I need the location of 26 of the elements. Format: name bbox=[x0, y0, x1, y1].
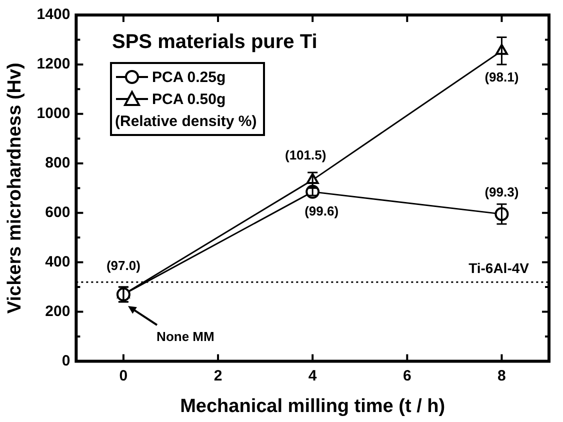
legend-label: PCA 0.25g bbox=[152, 68, 226, 86]
x-tick-label: 0 bbox=[119, 367, 128, 384]
legend-label: PCA 0.50g bbox=[152, 90, 226, 108]
annotation: (99.3) bbox=[484, 184, 519, 200]
x-tick-label: 8 bbox=[498, 367, 506, 384]
annotation: (97.0) bbox=[106, 258, 140, 274]
ref-line-label: Ti-6Al-4V bbox=[468, 260, 530, 276]
y-axis-title: Vickers microhardness (Hv) bbox=[4, 62, 26, 314]
annotation: (98.1) bbox=[484, 69, 519, 84]
y-tick-label: 200 bbox=[45, 302, 70, 320]
y-tick-label: 1200 bbox=[36, 56, 70, 73]
y-tick-label: 800 bbox=[45, 154, 70, 172]
y-tick-label: 0 bbox=[62, 352, 70, 370]
y-tick-label: 1000 bbox=[36, 105, 70, 122]
y-tick-label: 400 bbox=[45, 253, 70, 270]
x-tick-label: 6 bbox=[402, 367, 412, 384]
y-tick-label: 600 bbox=[45, 204, 70, 221]
x-tick-label: 4 bbox=[308, 367, 318, 384]
legend-title: (Relative density %) bbox=[115, 112, 257, 132]
x-axis-title: Mechanical milling time (t / h) bbox=[180, 396, 446, 417]
y-tick-label: 1400 bbox=[36, 6, 70, 24]
annotation: (101.5) bbox=[284, 148, 326, 163]
annotation: None MM bbox=[156, 329, 214, 344]
annotation: (99.6) bbox=[304, 203, 339, 218]
text: SPS materials pure Ti bbox=[112, 31, 318, 54]
x-tick-label: 2 bbox=[214, 367, 222, 384]
